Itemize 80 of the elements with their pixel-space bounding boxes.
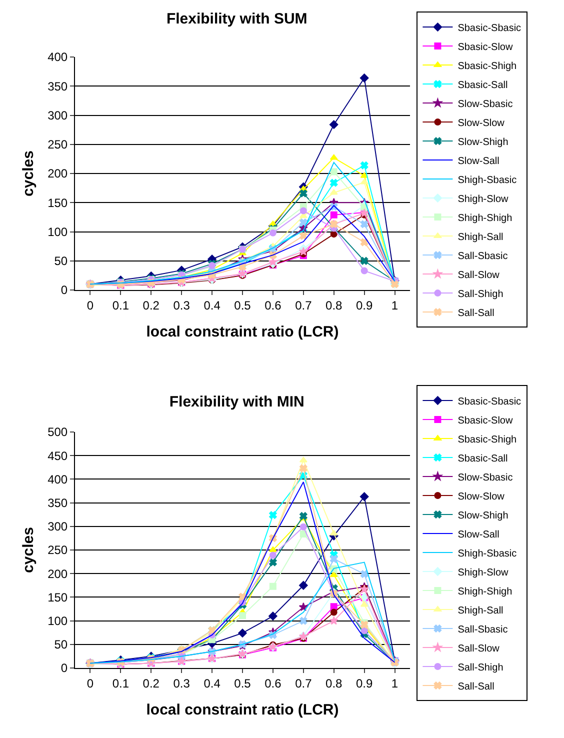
legend-label: Slow-Slow	[458, 491, 506, 502]
legend-label: Slow-Shigh	[458, 136, 508, 148]
y-tick-label: 250	[48, 543, 68, 558]
legend-label: Sall-Shigh	[458, 662, 504, 674]
x-tick-label: 0	[86, 298, 94, 312]
x-tick-label: 0.2	[142, 298, 160, 312]
legend-label: Sall-Sbasic	[458, 624, 508, 636]
x-tick-label: 0.7	[295, 676, 312, 690]
x-tick-label: 0.4	[204, 298, 221, 312]
x-tick-label: 0.9	[356, 676, 373, 690]
y-tick-label: 100	[48, 614, 68, 628]
x-tick-label: 0.7	[295, 298, 312, 312]
y-tick-label: 350	[48, 79, 68, 94]
x-tick-label: 0.3	[173, 676, 190, 690]
legend-label: Sbasic-Sbasic	[458, 396, 522, 408]
y-tick-label: 150	[48, 196, 68, 210]
legend-label: Slow-Sall	[458, 156, 500, 167]
legend-label: Slow-Sbasic	[458, 98, 513, 110]
x-tick-label: 0.6	[264, 676, 282, 690]
x-tick-label: 0.5	[234, 676, 252, 690]
legend-label: Sbasic-Sbasic	[458, 22, 522, 34]
legend-label: Sall-Sall	[458, 308, 494, 319]
y-tick-label: 400	[48, 50, 68, 64]
legend-label: Sbasic-Sall	[458, 80, 508, 91]
x-tick-label: 0.9	[356, 298, 373, 312]
y-tick-label: 200	[48, 166, 68, 181]
legend-label: Slow-Shigh	[458, 510, 508, 522]
y-tick-label: 350	[48, 496, 68, 510]
y-tick-label: 0	[60, 283, 68, 298]
legend-label: Sall-Sall	[458, 681, 494, 692]
y-tick-label: 300	[48, 520, 68, 534]
y-tick-label: 450	[48, 448, 68, 463]
legend-label: Sbasic-Shigh	[458, 434, 517, 446]
y-tick-label: 400	[48, 472, 68, 486]
chart-title: Flexibility with MIN	[169, 394, 304, 410]
y-axis-title: cycles	[20, 150, 37, 196]
y-tick-label: 250	[48, 138, 68, 152]
legend-label: Shigh-Shigh	[458, 586, 512, 598]
legend-label: Sall-Sbasic	[458, 250, 508, 262]
x-tick-label: 0.6	[264, 298, 282, 312]
y-tick-label: 0	[60, 661, 68, 676]
x-tick-label: 0.5	[234, 298, 252, 312]
legend-label: Sall-Shigh	[458, 288, 504, 300]
x-tick-label: 0.8	[326, 298, 343, 312]
legend-label: Shigh-Slow	[458, 194, 510, 205]
legend-label: Shigh-Sall	[458, 605, 504, 616]
x-tick-label: 1	[391, 298, 398, 312]
x-axis-title: local constraint ratio (LCR)	[146, 323, 339, 340]
legend-label: Sbasic-Slow	[458, 42, 514, 53]
x-tick-label: 0.1	[112, 676, 130, 690]
legend-label: Shigh-Slow	[458, 567, 510, 578]
y-tick-label: 150	[48, 590, 68, 604]
legend-label: Shigh-Sbasic	[458, 548, 517, 560]
legend-label: Slow-Sall	[458, 529, 500, 540]
x-tick-label: 0	[86, 676, 94, 690]
y-tick-label: 50	[54, 638, 68, 652]
x-tick-label: 0.4	[204, 676, 221, 690]
legend-label: Sbasic-Shigh	[458, 60, 517, 72]
y-tick-label: 500	[48, 425, 68, 440]
legend-label: Shigh-Sall	[458, 232, 504, 243]
y-tick-label: 200	[48, 566, 68, 581]
legend-label: Sbasic-Slow	[458, 415, 514, 426]
y-tick-label: 300	[48, 108, 68, 122]
legend-label: Sall-Slow	[458, 643, 500, 654]
y-tick-label: 100	[48, 224, 68, 239]
legend-label: Shigh-Sbasic	[458, 174, 517, 186]
legend-label: Sall-Slow	[458, 270, 500, 281]
y-axis-title: cycles	[20, 527, 37, 573]
x-tick-label: 1	[391, 676, 398, 690]
x-tick-label: 0.8	[326, 676, 343, 690]
legend-label: Slow-Slow	[458, 118, 506, 129]
chart-title: Flexibility with SUM	[166, 10, 308, 28]
x-tick-label: 0.2	[142, 676, 160, 690]
x-tick-label: 0.3	[173, 298, 190, 312]
legend-label: Slow-Sbasic	[458, 472, 513, 484]
x-axis-title: local constraint ratio (LCR)	[146, 701, 339, 718]
y-tick-label: 50	[54, 254, 68, 268]
legend-label: Shigh-Shigh	[458, 212, 512, 224]
x-tick-label: 0.1	[112, 298, 130, 312]
legend-label: Sbasic-Sall	[458, 453, 508, 464]
